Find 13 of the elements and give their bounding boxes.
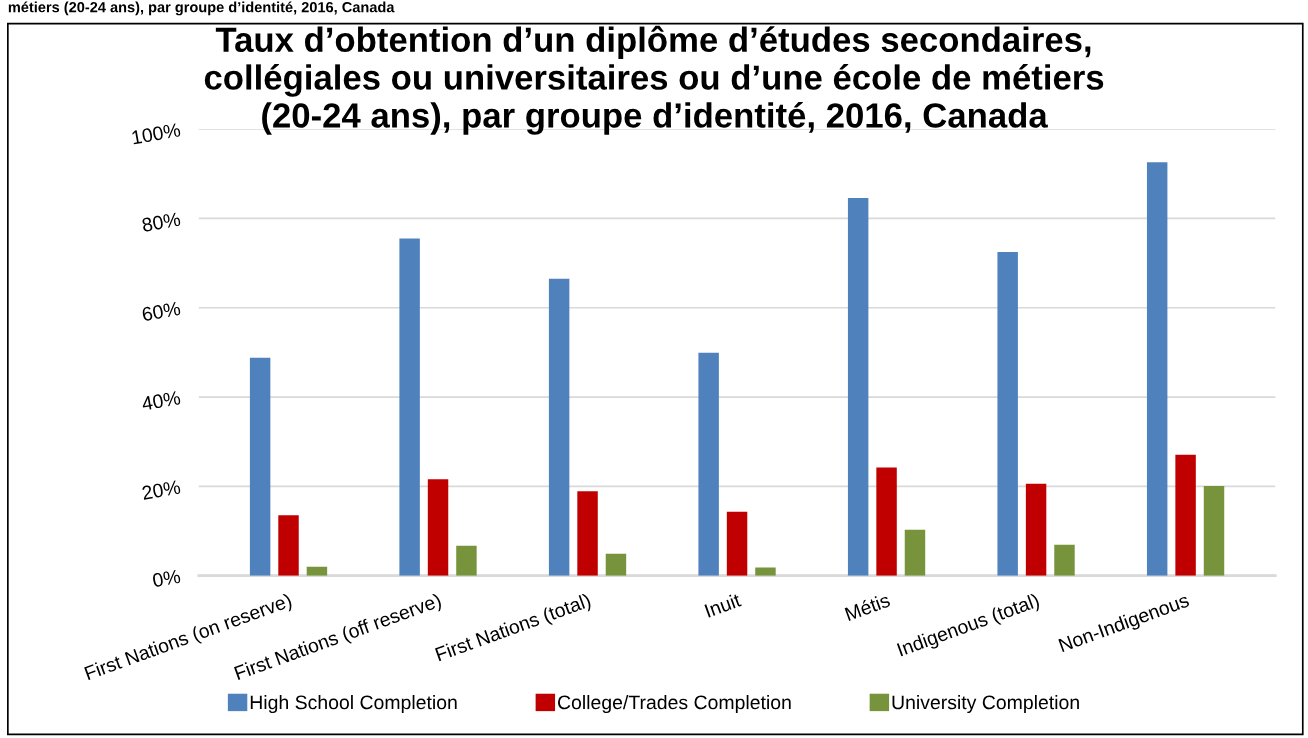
y-tick-label: 40% <box>141 390 181 411</box>
chart-title: Taux d’obtention d’un diplôme d’études secondaires, collégiales ou universitaires ou d’une école de métiers (20-24 ans), par groupe d’identité, 2016, Canada <box>204 25 1104 135</box>
y-tick-label: 100% <box>131 122 181 145</box>
y-tick-label: 80% <box>141 212 181 233</box>
x-tick-label: Métis <box>844 592 891 622</box>
x-tick-label: Inuit <box>704 592 742 618</box>
y-tick-label: 0% <box>152 569 181 588</box>
legend-label: College/Trades Completion <box>557 694 791 714</box>
y-tick-label: 20% <box>141 479 181 500</box>
legend-label: University Completion <box>892 694 1079 714</box>
legend-label: High School Completion <box>250 694 457 714</box>
y-tick-label: 60% <box>141 301 181 322</box>
text: métiers (20-24 ans), par groupe d’identité, 2016, Canada <box>8 1 395 16</box>
